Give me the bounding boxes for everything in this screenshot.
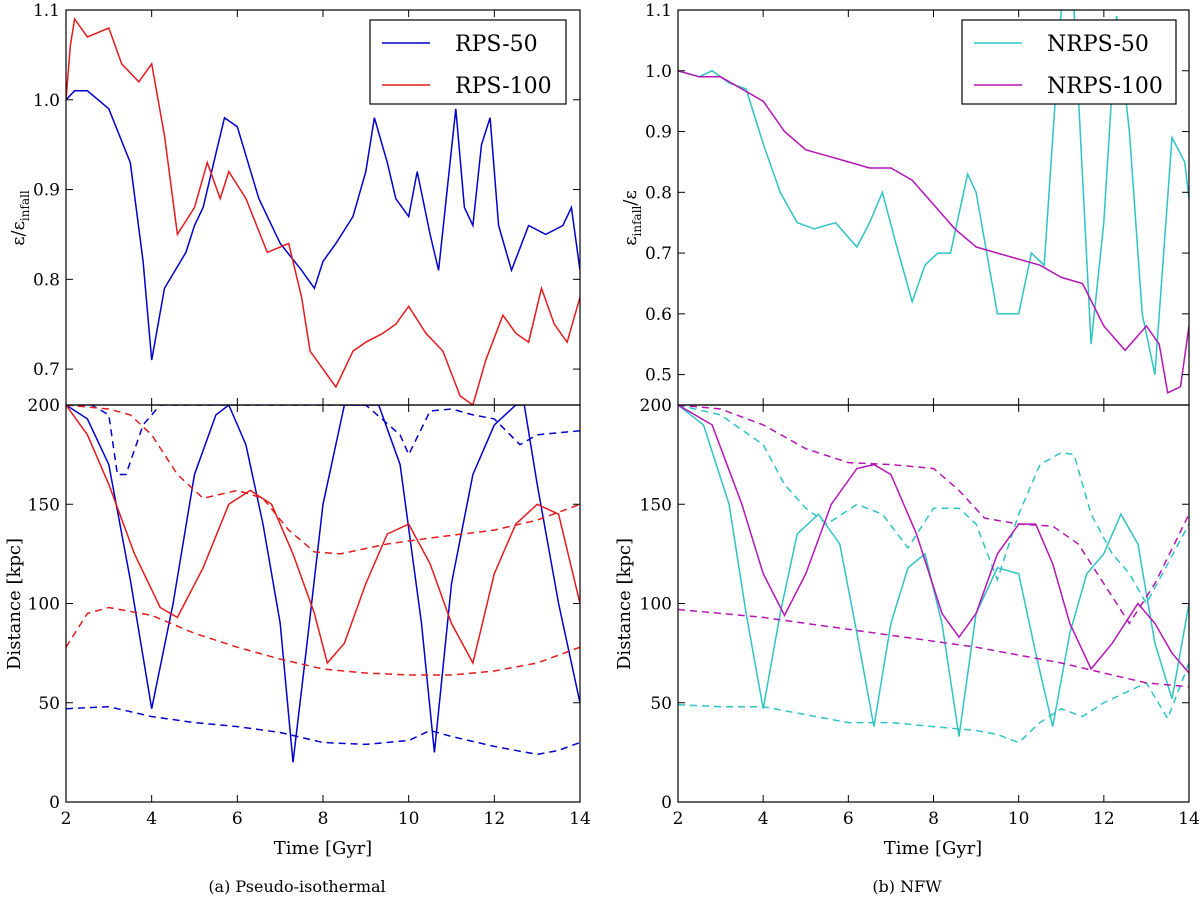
ytick-label-b-top: 0.8 <box>645 183 672 203</box>
ytick-label-b-top: 0.9 <box>645 123 672 143</box>
legend-label-a-0: RPS-50 <box>455 32 538 57</box>
ytick-label-b-bottom: 200 <box>640 396 672 416</box>
ytick-label-a-top: 1.0 <box>33 91 60 111</box>
panel-b-caption: (b) NFW <box>872 877 942 896</box>
ytick-label-a-top: 0.7 <box>33 360 60 380</box>
series-line-a-bottom-4 <box>66 606 580 676</box>
series-line-a-bottom-3 <box>66 405 580 666</box>
legend-label-a-1: RPS-100 <box>455 74 552 99</box>
series-line-a-bottom-2 <box>66 405 580 476</box>
panel-a-caption: (a) Pseudo-isothermal <box>208 877 385 896</box>
ytick-label-b-top: 0.6 <box>645 305 672 325</box>
legend-label-b-1: NRPS-100 <box>1047 74 1163 99</box>
xtick-label-a-bottom: 14 <box>569 809 591 829</box>
ytick-label-b-top: 0.7 <box>645 244 672 264</box>
series-line-b-bottom-2 <box>678 405 1189 606</box>
axes-frame-a-bottom <box>65 404 581 803</box>
series-line-a-bottom-0 <box>66 405 580 763</box>
ytick-label-b-top: 0.5 <box>645 366 672 386</box>
series-line-a-top-0 <box>66 90 580 361</box>
series-line-a-bottom-5 <box>66 405 580 555</box>
xtick-label-a-bottom: 6 <box>232 809 243 829</box>
series-line-a-top-1 <box>66 17 580 405</box>
ytick-label-b-bottom: 0 <box>661 793 672 813</box>
ytick-label-a-top: 0.8 <box>33 270 60 290</box>
panel-a-top-ylabel: ε/εinfall <box>8 190 32 246</box>
ytick-label-a-bottom: 200 <box>28 396 60 416</box>
legend-label-b-0: NRPS-50 <box>1047 32 1149 57</box>
ytick-label-b-bottom: 50 <box>650 694 672 714</box>
xtick-label-b-bottom: 14 <box>1178 809 1200 829</box>
xtick-label-b-bottom: 4 <box>758 809 769 829</box>
legend-box-a <box>369 19 567 105</box>
ytick-label-b-top: 1.0 <box>645 62 672 82</box>
series-line-b-top-1 <box>678 70 1189 394</box>
xtick-label-a-bottom: 2 <box>61 809 72 829</box>
xtick-label-a-bottom: 10 <box>398 809 420 829</box>
xtick-label-a-bottom: 8 <box>318 809 329 829</box>
ytick-label-a-top: 0.9 <box>33 181 60 201</box>
xtick-label-b-bottom: 6 <box>843 809 854 829</box>
ytick-label-a-bottom: 100 <box>28 595 60 615</box>
ytick-label-a-bottom: 50 <box>38 694 60 714</box>
xtick-label-a-bottom: 4 <box>146 809 157 829</box>
series-line-a-bottom-1 <box>66 705 580 756</box>
ytick-label-b-bottom: 150 <box>640 495 672 515</box>
ytick-label-b-top: 1.1 <box>645 1 672 21</box>
panel-b-bottom-ylabel: Distance [kpc] <box>614 538 635 670</box>
xtick-label-b-bottom: 12 <box>1093 809 1115 829</box>
xtick-label-b-bottom: 8 <box>928 809 939 829</box>
ytick-label-a-top: 1.1 <box>33 1 60 21</box>
panel-a-bottom-ylabel: Distance [kpc] <box>4 538 25 670</box>
panel-b-xlabel: Time [Gyr] <box>884 838 982 859</box>
xtick-label-b-bottom: 2 <box>673 809 684 829</box>
series-line-b-bottom-4 <box>678 608 1189 688</box>
series-line-b-bottom-3 <box>678 405 1189 674</box>
series-line-b-bottom-1 <box>678 662 1189 744</box>
ytick-label-a-bottom: 150 <box>28 495 60 515</box>
ytick-label-a-bottom: 0 <box>49 793 60 813</box>
series-line-b-bottom-5 <box>678 405 1189 625</box>
legend-box-b <box>961 19 1177 105</box>
xtick-label-a-bottom: 12 <box>484 809 506 829</box>
axes-frame-b-bottom <box>677 404 1190 803</box>
panel-a-xlabel: Time [Gyr] <box>274 838 372 859</box>
ytick-label-b-bottom: 100 <box>640 595 672 615</box>
panel-b-top-ylabel: εinfall/ε <box>620 190 644 246</box>
xtick-label-b-bottom: 10 <box>1008 809 1030 829</box>
series-line-b-bottom-0 <box>678 405 1189 737</box>
